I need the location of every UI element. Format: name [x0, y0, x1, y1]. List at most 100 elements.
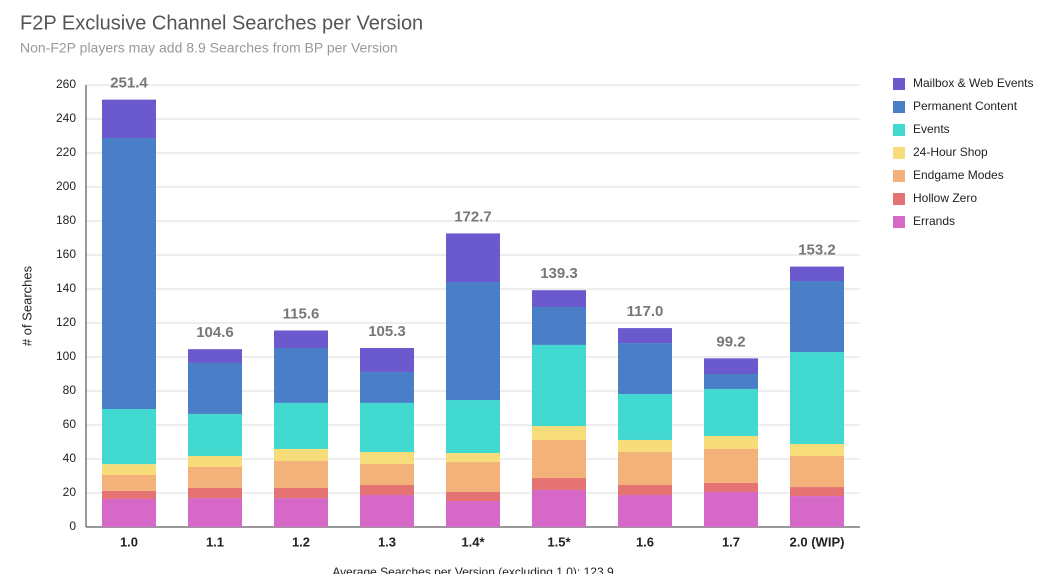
- bar-segment: [532, 439, 586, 479]
- bar-segment: [532, 307, 586, 345]
- bar-segment: [274, 347, 328, 403]
- y-tick-label: 140: [56, 281, 76, 295]
- bar-segment: [102, 490, 156, 499]
- bar-segment: [790, 444, 844, 456]
- bar-segment: [704, 491, 758, 527]
- bar-segment: [532, 489, 586, 527]
- x-tick-label: 2.0 (WIP): [790, 534, 845, 549]
- legend-swatch: [893, 78, 905, 90]
- x-tick-label: 1.0: [120, 534, 138, 549]
- bar-segment: [360, 402, 414, 453]
- legend-label: 24-Hour Shop: [913, 145, 988, 159]
- legend-label: Endgame Modes: [913, 168, 1004, 182]
- bar-segment: [790, 496, 844, 527]
- y-tick-label: 80: [63, 383, 77, 397]
- bar-segment: [360, 452, 414, 464]
- x-tick-label: 1.2: [292, 534, 310, 549]
- legend-swatch: [893, 101, 905, 113]
- bar-segment: [102, 474, 156, 491]
- chart-subtitle: Non-F2P players may add 8.9 Searches fro…: [20, 40, 398, 56]
- bar-segment: [704, 374, 758, 389]
- bar-segment: [618, 439, 672, 453]
- bar-segment: [102, 99, 156, 139]
- bar-segment: [618, 343, 672, 395]
- total-label: 172.7: [454, 208, 492, 225]
- bar-segment: [790, 455, 844, 488]
- bar-segment: [618, 394, 672, 440]
- y-tick-label: 260: [56, 77, 76, 91]
- bar-segment: [532, 478, 586, 490]
- x-tick-label: 1.7: [722, 534, 740, 549]
- bar-segment: [188, 498, 242, 527]
- y-tick-label: 40: [63, 451, 77, 465]
- bar-segment: [188, 487, 242, 499]
- legend-label: Errands: [913, 214, 955, 228]
- bar-segment: [188, 413, 242, 456]
- y-tick-label: 220: [56, 145, 76, 159]
- bar-segment: [274, 487, 328, 499]
- y-tick-label: 0: [69, 519, 76, 533]
- total-label: 105.3: [368, 323, 406, 340]
- x-tick-label: 1.4*: [461, 534, 485, 549]
- bar-segment: [274, 498, 328, 527]
- bar-segment: [790, 266, 844, 282]
- bar-segment: [532, 344, 586, 427]
- bar-segment: [618, 328, 672, 344]
- bar-segment: [102, 409, 156, 465]
- total-label: 104.6: [196, 324, 234, 341]
- bar-segment: [360, 463, 414, 486]
- footer-note: Average Searches per Version (excluding …: [332, 565, 614, 574]
- x-tick-label: 1.3: [378, 534, 396, 549]
- total-label: 115.6: [283, 305, 320, 322]
- legend-swatch: [893, 216, 905, 228]
- bar-segment: [618, 485, 672, 496]
- bar-segment: [704, 358, 758, 374]
- bar-segment: [102, 138, 156, 410]
- bar-segment: [188, 349, 242, 363]
- bar-segment: [274, 330, 328, 348]
- bar-segment: [274, 448, 328, 462]
- bar-segment: [704, 482, 758, 492]
- total-label: 251.4: [110, 75, 148, 92]
- total-label: 99.2: [716, 333, 745, 350]
- bar-segment: [704, 448, 758, 483]
- legend-label: Mailbox & Web Events: [913, 76, 1034, 90]
- bar-segment: [274, 461, 328, 488]
- bar-segment: [360, 495, 414, 527]
- y-axis-label: # of Searches: [19, 265, 34, 346]
- bar-segment: [790, 352, 844, 445]
- bar-segment: [274, 402, 328, 449]
- y-tick-label: 20: [63, 485, 77, 499]
- total-label: 117.0: [627, 303, 664, 320]
- legend-swatch: [893, 124, 905, 136]
- bar-segment: [102, 498, 156, 527]
- bar-segment: [446, 453, 500, 463]
- bar-segment: [704, 436, 758, 449]
- bar-segment: [446, 282, 500, 401]
- y-tick-label: 200: [56, 179, 76, 193]
- y-tick-label: 240: [56, 111, 76, 125]
- x-tick-label: 1.1: [206, 534, 224, 549]
- bar-segment: [446, 233, 500, 283]
- y-tick-label: 180: [56, 213, 76, 227]
- y-tick-label: 120: [56, 315, 76, 329]
- legend-label: Hollow Zero: [913, 191, 977, 205]
- bar-segment: [446, 500, 500, 527]
- bar-segment: [704, 388, 758, 437]
- x-tick-label: 1.5*: [547, 534, 571, 549]
- bar-segment: [188, 362, 242, 414]
- bar-segment: [532, 290, 586, 308]
- legend-swatch: [893, 193, 905, 205]
- chart-title: F2P Exclusive Channel Searches per Versi…: [20, 12, 423, 34]
- y-tick-label: 60: [63, 417, 77, 431]
- y-tick-label: 100: [56, 349, 76, 363]
- bar-segment: [446, 400, 500, 454]
- legend-label: Permanent Content: [913, 99, 1018, 113]
- bar-segment: [360, 347, 414, 372]
- legend-swatch: [893, 147, 905, 159]
- bar-segment: [102, 464, 156, 475]
- bar-segment: [446, 462, 500, 492]
- bar-segment: [618, 452, 672, 486]
- total-label: 153.2: [798, 242, 836, 259]
